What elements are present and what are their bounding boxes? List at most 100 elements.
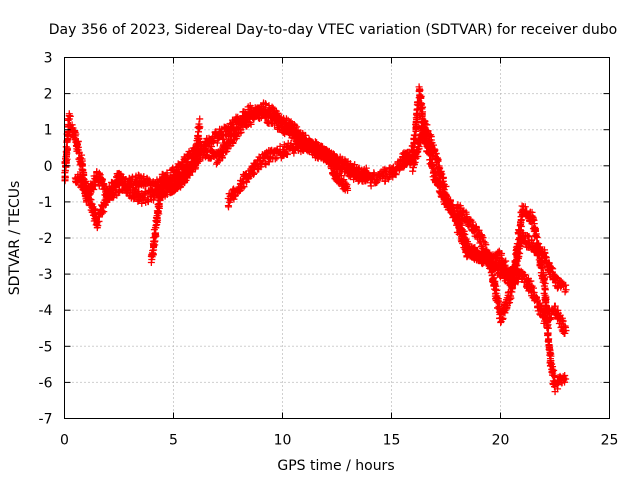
x-axis-ticks: 0 5 10 15 20 25	[60, 57, 618, 449]
data-point	[250, 169, 258, 177]
data-point	[490, 274, 498, 282]
y-tick-label: 1	[44, 123, 53, 139]
data-point	[479, 234, 487, 242]
data-point	[250, 170, 258, 178]
data-point	[145, 176, 153, 184]
series-track-6	[147, 115, 204, 267]
data-point	[120, 177, 128, 185]
data-point	[100, 180, 108, 188]
data-point	[362, 177, 370, 185]
data-point	[372, 178, 380, 186]
data-markers	[61, 83, 570, 396]
x-tick-label: 15	[383, 433, 401, 449]
data-point	[554, 385, 562, 393]
data-point	[550, 371, 558, 379]
data-point	[138, 199, 146, 207]
series-track-2	[71, 99, 352, 232]
data-point	[429, 162, 437, 170]
data-point	[66, 112, 74, 120]
data-point	[400, 149, 408, 157]
data-point	[418, 111, 426, 119]
data-point	[247, 120, 255, 128]
y-tick-label: -6	[39, 375, 53, 391]
data-point	[237, 128, 245, 136]
data-point	[107, 191, 115, 199]
data-point	[482, 241, 490, 249]
data-point	[380, 171, 388, 179]
data-point	[507, 294, 515, 302]
data-point	[91, 206, 99, 214]
data-point	[543, 304, 551, 312]
data-point	[409, 167, 417, 175]
data-point	[488, 254, 496, 262]
data-point	[469, 218, 477, 226]
data-point	[460, 237, 468, 245]
y-tick-label: -4	[39, 303, 53, 319]
data-point	[464, 243, 472, 251]
data-point	[202, 144, 210, 152]
data-point	[261, 159, 269, 167]
data-point	[535, 240, 543, 248]
data-point	[541, 286, 549, 294]
y-tick-label: -7	[39, 412, 53, 428]
data-point	[152, 231, 160, 239]
data-point	[313, 139, 321, 147]
data-point	[532, 232, 540, 240]
data-point	[446, 197, 454, 205]
data-point	[99, 176, 107, 184]
data-point	[516, 243, 524, 251]
x-tick-label: 0	[60, 433, 69, 449]
data-point	[168, 166, 176, 174]
data-point	[457, 227, 465, 235]
data-point	[150, 238, 158, 246]
data-point	[518, 202, 526, 210]
data-point	[542, 254, 550, 262]
data-point	[213, 139, 221, 147]
y-tick-label: -3	[39, 267, 53, 283]
data-point	[218, 153, 226, 161]
data-point	[355, 164, 363, 172]
data-point	[225, 203, 233, 211]
data-point	[98, 209, 106, 217]
data-point	[370, 169, 378, 177]
data-point	[515, 253, 523, 261]
x-tick-label: 10	[274, 433, 292, 449]
data-point	[438, 170, 446, 178]
data-point	[346, 160, 354, 168]
data-point	[223, 123, 231, 131]
data-point	[340, 176, 348, 184]
data-point	[337, 172, 345, 180]
data-point	[561, 372, 569, 380]
data-point	[86, 195, 94, 203]
data-point	[520, 271, 528, 279]
data-point	[499, 314, 507, 322]
series-track-5	[453, 201, 570, 296]
data-point	[74, 140, 82, 148]
data-point	[74, 143, 82, 151]
data-point	[543, 314, 551, 322]
data-point	[510, 272, 518, 280]
data-point	[562, 375, 570, 383]
data-point	[442, 182, 450, 190]
data-point	[127, 183, 135, 191]
data-point	[437, 169, 445, 177]
y-tick-label: -1	[39, 195, 53, 211]
data-point	[209, 138, 217, 146]
data-point	[326, 160, 334, 168]
data-point	[293, 123, 301, 131]
data-point	[486, 250, 494, 258]
chart-title: Day 356 of 2023, Sidereal Day-to-day VTE…	[49, 22, 617, 38]
y-tick-label: 2	[44, 87, 53, 103]
data-point	[212, 160, 220, 168]
data-point	[498, 250, 506, 258]
data-point	[196, 115, 204, 123]
data-point	[541, 249, 549, 257]
data-point	[561, 378, 569, 386]
x-axis-label: GPS time / hours	[277, 458, 394, 474]
data-point	[111, 181, 119, 189]
data-point	[416, 86, 424, 94]
data-point	[367, 182, 375, 190]
data-point	[562, 327, 570, 335]
data-point	[415, 145, 423, 153]
data-point	[417, 100, 425, 108]
